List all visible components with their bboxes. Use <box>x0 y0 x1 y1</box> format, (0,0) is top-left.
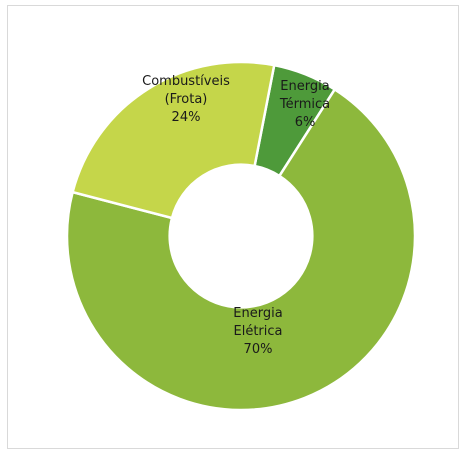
slice-label-1-line-1: Energia <box>280 79 329 94</box>
slice-label-1-line-2: Térmica <box>279 97 330 112</box>
slice-label-2: Energia Elétrica 70% <box>233 306 282 357</box>
slice-label-3: Combustíveis (Frota) 24% <box>142 74 230 125</box>
slice-label-2-line-1: Energia <box>233 306 282 321</box>
slice-label-1-line-3: 6% <box>295 115 316 130</box>
donut-slice-3 <box>71 60 276 220</box>
slice-label-3-line-1: Combustíveis <box>142 74 230 89</box>
slice-label-2-line-2: Elétrica <box>234 324 283 339</box>
slice-label-3-line-2: (Frota) <box>165 92 208 107</box>
slice-label-2-line-3: 70% <box>244 342 273 357</box>
slice-label-3-line-3: 24% <box>172 110 201 125</box>
slice-label-1: Energia Térmica 6% <box>279 79 330 130</box>
donut-slice-2 <box>65 87 417 412</box>
